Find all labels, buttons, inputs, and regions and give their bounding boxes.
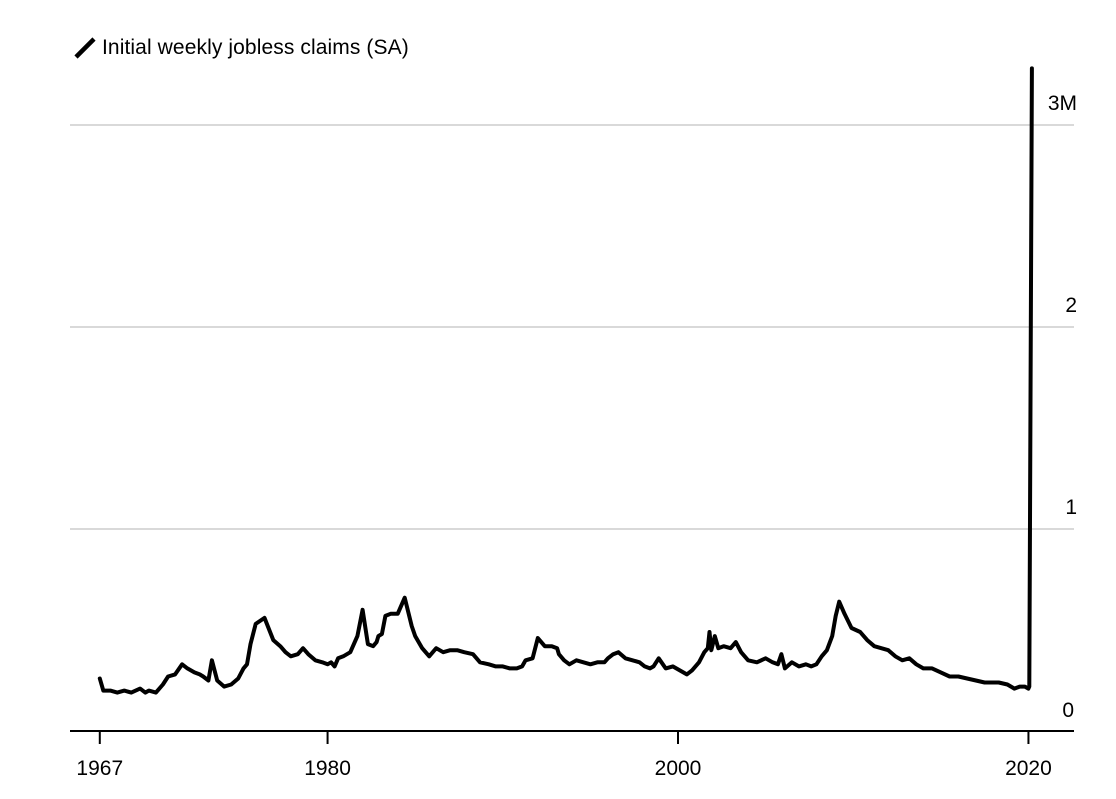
x-tick-label-1980: 1980 [304, 757, 351, 780]
y-axis-tick-labels: 0 1 2 3M [1048, 92, 1077, 722]
x-axis-ticks [98, 731, 1030, 744]
chart-legend: Initial weekly jobless claims (SA) [72, 34, 409, 62]
series-line-jobless-claims [97, 66, 1034, 695]
x-axis-tick-labels: 1967 1980 2000 2020 [76, 757, 1051, 780]
x-tick-label-1967: 1967 [76, 757, 123, 780]
x-tick-label-2000: 2000 [655, 757, 702, 780]
y-tick-label-1: 1 [1065, 496, 1077, 519]
grid-lines [70, 124, 1074, 530]
legend-line-swatch-icon [74, 37, 96, 59]
legend-series-label: Initial weekly jobless claims (SA) [102, 36, 409, 59]
y-tick-label-2: 2 [1065, 294, 1077, 317]
y-tick-label-0: 0 [1062, 699, 1074, 722]
x-tick-label-2020: 2020 [1005, 757, 1052, 780]
y-tick-label-3: 3M [1048, 92, 1077, 115]
